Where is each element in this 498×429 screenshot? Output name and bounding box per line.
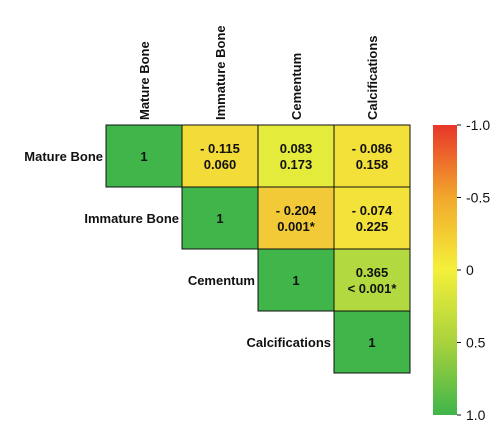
heatmap-cell: 1	[257, 248, 335, 312]
heatmap-cell: 1	[181, 186, 259, 250]
cell-value-label: 0.060	[204, 157, 237, 172]
row-label: Immature Bone	[84, 211, 179, 226]
colorbar-tick-label: -1.0	[466, 117, 490, 133]
heatmap-cell-rect	[333, 310, 411, 374]
heatmap-cell-rect	[333, 124, 411, 188]
cell-value-label: 1	[216, 211, 223, 226]
cell-value-label: - 0.086	[352, 141, 392, 156]
heatmap-cell: 1	[333, 310, 411, 374]
colorbar-gradient	[433, 125, 457, 415]
row-labels: Mature Bone Immature Bone Cementum Calcific…	[24, 149, 331, 350]
colorbar-tick-label: 0.5	[466, 335, 486, 351]
cell-value-label: 0.173	[280, 157, 313, 172]
column-label: Calcifications	[365, 35, 380, 120]
cell-value-label: 1	[292, 273, 299, 288]
colorbar-tick-label: -0.5	[466, 190, 490, 206]
cell-value-label: 0.158	[356, 157, 389, 172]
cell-value-label: - 0.115	[200, 141, 240, 156]
cell-value-label: - 0.204	[276, 203, 317, 218]
heatmap-cell-rect	[257, 124, 335, 188]
cell-value-label: 0.225	[356, 219, 389, 234]
heatmap-cell-rect	[333, 186, 411, 250]
cell-value-label: 0.001*	[277, 219, 316, 234]
column-label: Cementum	[289, 53, 304, 120]
cell-value-label: < 0.001*	[348, 281, 398, 296]
cell-value-label: - 0.074	[352, 203, 393, 218]
heatmap-cell-rect	[181, 186, 259, 250]
column-labels: Mature Bone Immature Bone Cementum Calcific…	[137, 25, 380, 120]
heatmap-cell-rect	[257, 186, 335, 250]
column-label: Mature Bone	[137, 41, 152, 120]
heatmap-cell-rect	[257, 248, 335, 312]
heatmap-cell: 1	[105, 124, 183, 188]
cell-value-label: 0.365	[356, 265, 389, 280]
row-label: Mature Bone	[24, 149, 103, 164]
heatmap-cell-rect	[333, 248, 411, 312]
cell-value-label: 1	[368, 335, 375, 350]
colorbar-tick-label: 1.0	[466, 407, 486, 423]
cell-value-label: 0.083	[280, 141, 313, 156]
row-label: Calcifications	[246, 335, 331, 350]
colorbar-tick-label: 0	[466, 262, 474, 278]
colorbar: -1.0 -0.5 0 0.5 1.0	[433, 117, 490, 423]
heatmap-cell-rect	[105, 124, 183, 188]
cell-value-label: 1	[140, 149, 147, 164]
row-label: Cementum	[188, 273, 255, 288]
heatmap-cell: 0.365< 0.001*	[333, 248, 411, 312]
heatmap-cell-rect	[181, 124, 259, 188]
column-label: Immature Bone	[213, 25, 228, 120]
